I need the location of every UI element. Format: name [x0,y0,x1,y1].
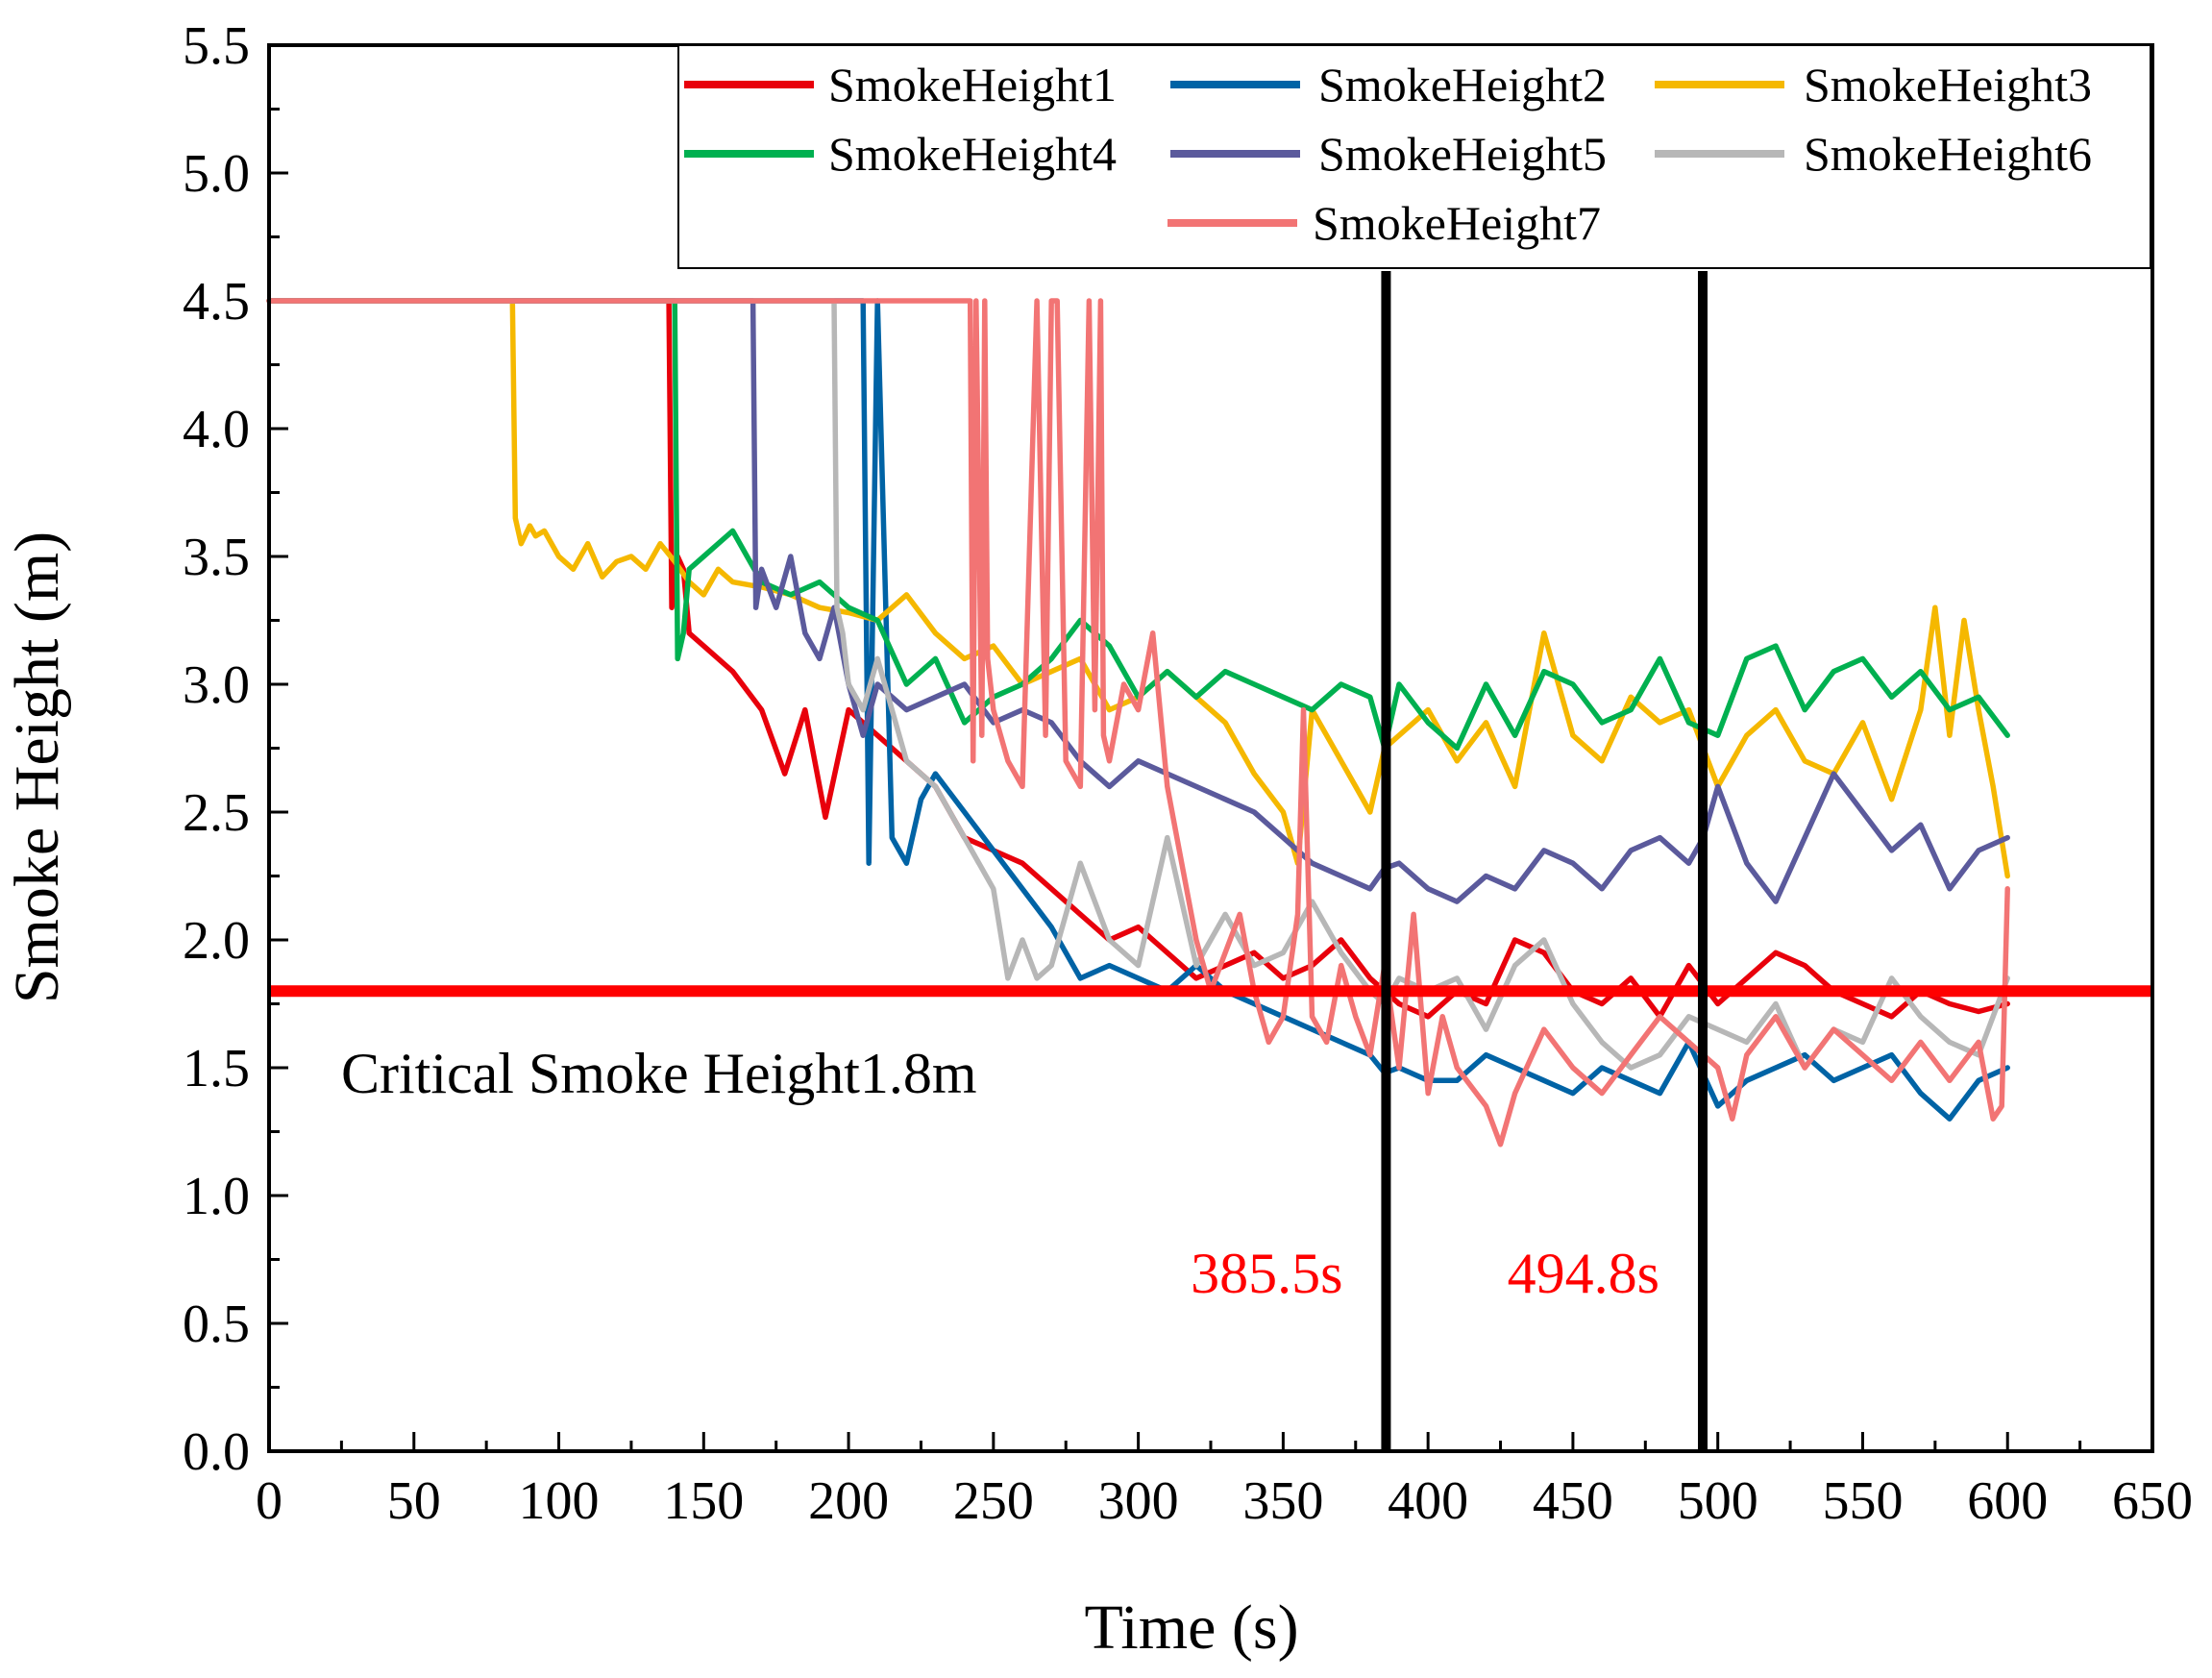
y-tick-label: 3.5 [183,528,250,587]
x-tick-label: 100 [519,1471,600,1531]
time-marker-label: 385.5s [1191,1242,1342,1305]
legend-label-5: SmokeHeight5 [1318,127,1607,181]
legend-label-2: SmokeHeight2 [1318,58,1607,111]
series-line-2 [266,298,2010,1122]
legend-label-3: SmokeHeight3 [1804,58,2092,111]
series-line-6 [266,298,2010,1071]
series-line-1 [266,298,2010,1020]
axis-ticks [267,43,2154,1453]
series-line-7 [266,298,2010,1147]
x-tick-label: 600 [1967,1471,2048,1531]
x-tick-label: 200 [808,1471,889,1531]
annotations: Critical Smoke Height1.8m 385.5s 494.8s [341,1042,1659,1305]
x-tick-label: 650 [2112,1471,2193,1531]
y-tick-label: 2.5 [183,783,250,843]
x-tick-label: 250 [953,1471,1034,1531]
x-tick-label: 450 [1533,1471,1613,1531]
x-tick-label: 550 [1822,1471,1903,1531]
y-tick-label: 4.0 [183,400,250,459]
x-axis-title: Time (s) [1084,1592,1298,1663]
y-axis-title: Smoke Height (m) [2,531,72,1003]
x-tick-label: 400 [1388,1471,1468,1531]
legend-label-7: SmokeHeight7 [1313,196,1601,250]
legend-label-1: SmokeHeight1 [828,58,1117,111]
legend-label-6: SmokeHeight6 [1804,127,2092,181]
legend-label-4: SmokeHeight4 [828,127,1117,181]
time-marker-label: 494.8s [1508,1242,1659,1305]
x-tick-label: 350 [1242,1471,1323,1531]
tick-labels: 0 50 100 150 200 250 300 350 400 450 500 550 600 650 0… [183,16,2193,1531]
x-tick-label: 150 [663,1471,744,1531]
y-tick-label: 1.5 [183,1039,250,1098]
y-tick-label: 5.0 [183,144,250,204]
x-tick-label: 50 [387,1471,441,1531]
x-tick-label: 500 [1678,1471,1758,1531]
legend-box [677,44,2151,269]
y-tick-label: 3.0 [183,655,250,715]
y-tick-label: 0.5 [183,1295,250,1354]
x-tick-label: 300 [1098,1471,1179,1531]
y-tick-label: 5.5 [183,16,250,76]
y-tick-label: 2.0 [183,911,250,971]
x-tick-label: 0 [256,1471,283,1531]
legend: SmokeHeight1 SmokeHeight2 SmokeHeight3 Smok… [677,44,2151,269]
y-tick-label: 4.5 [183,272,250,332]
critical-height-label: Critical Smoke Height1.8m [341,1042,977,1105]
reference-lines [269,271,2152,1451]
y-tick-label: 1.0 [183,1167,250,1226]
y-tick-label: 0.0 [183,1422,250,1482]
series-layer [266,298,2010,1147]
